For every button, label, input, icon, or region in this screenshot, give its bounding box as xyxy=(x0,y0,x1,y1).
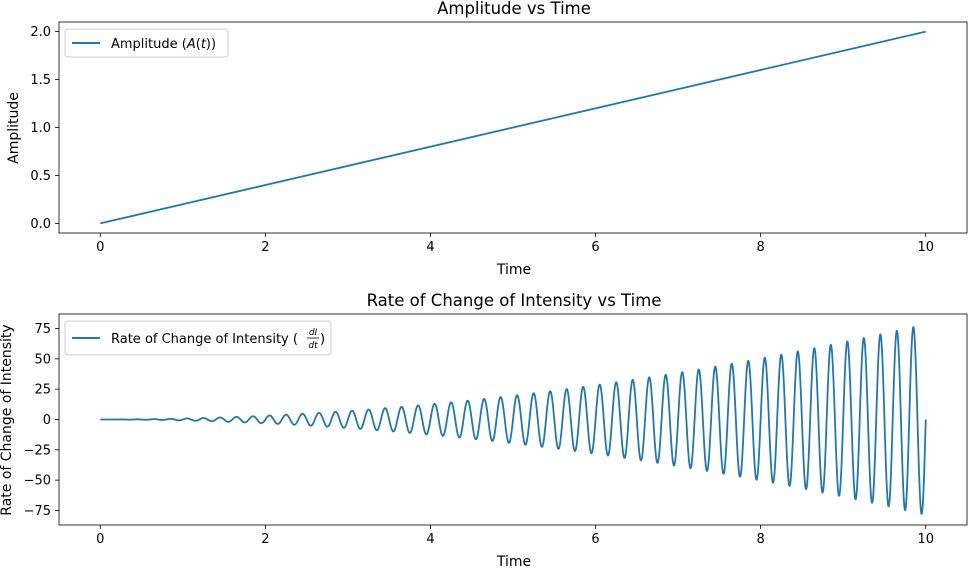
legend-fraction: dI dt ) xyxy=(307,328,325,351)
legend: Rate of Change of Intensity ( dI dt ) xyxy=(64,320,332,356)
amplitude-chart: Amplitude vs Time Time Amplitude 0 2 4 6 8 10… xyxy=(6,0,968,278)
y-tick-label: 0.5 xyxy=(30,169,51,184)
y-tick-label: 2.0 xyxy=(30,25,51,40)
y-tick-label: −25 xyxy=(24,443,51,458)
chart-title: Amplitude vs Time xyxy=(437,0,591,18)
legend-label: Amplitude (A(t)) xyxy=(111,37,216,52)
x-axis-label: Time xyxy=(496,554,531,569)
y-axis-label: Amplitude xyxy=(6,92,22,164)
x-tick-label: 4 xyxy=(426,532,434,547)
rate-of-change-chart: Rate of Change of Intensity vs Time Time… xyxy=(0,291,968,569)
svg-text:dI: dI xyxy=(309,328,318,338)
y-tick-label: 0.0 xyxy=(30,217,51,232)
y-tick-label: 25 xyxy=(34,383,51,398)
series-line xyxy=(99,326,927,515)
plot-area: 0 2 4 6 8 10 0.0 0.5 1.0 1.5 2.0 xyxy=(30,21,968,255)
series-line xyxy=(100,30,926,225)
plot-area: 0 2 4 6 8 10 −75 −50 −25 0 25 50 75 xyxy=(24,313,968,547)
chart-title: Rate of Change of Intensity vs Time xyxy=(367,291,662,310)
x-tick-label: 10 xyxy=(917,240,934,255)
x-tick-label: 4 xyxy=(426,240,434,255)
y-tick-label: 1.5 xyxy=(30,73,51,88)
x-tick-label: 0 xyxy=(96,532,104,547)
svg-text:dt: dt xyxy=(308,341,318,351)
legend-box xyxy=(64,320,332,356)
x-tick-label: 6 xyxy=(591,532,599,547)
x-tick-label: 8 xyxy=(756,532,764,547)
x-tick-label: 2 xyxy=(261,532,269,547)
x-tick-label: 6 xyxy=(591,240,599,255)
legend-box xyxy=(64,28,229,58)
x-tick-label: 8 xyxy=(756,240,764,255)
x-axis-label: Time xyxy=(496,262,531,278)
svg-text:): ) xyxy=(320,332,325,347)
x-tick-label: 0 xyxy=(96,240,104,255)
x-tick-label: 2 xyxy=(261,240,269,255)
y-tick-label: −50 xyxy=(24,474,51,489)
y-tick-label: 1.0 xyxy=(30,121,51,136)
x-tick-label: 10 xyxy=(917,532,934,547)
y-tick-label: 50 xyxy=(34,352,51,367)
y-tick-label: 75 xyxy=(34,322,51,337)
legend: Amplitude (A(t)) xyxy=(64,28,229,58)
y-tick-label: −75 xyxy=(24,504,51,519)
legend-label: Rate of Change of Intensity ( xyxy=(111,332,298,347)
y-axis-label: Rate of Change of Intensity xyxy=(0,324,15,515)
y-tick-label: 0 xyxy=(43,413,51,428)
